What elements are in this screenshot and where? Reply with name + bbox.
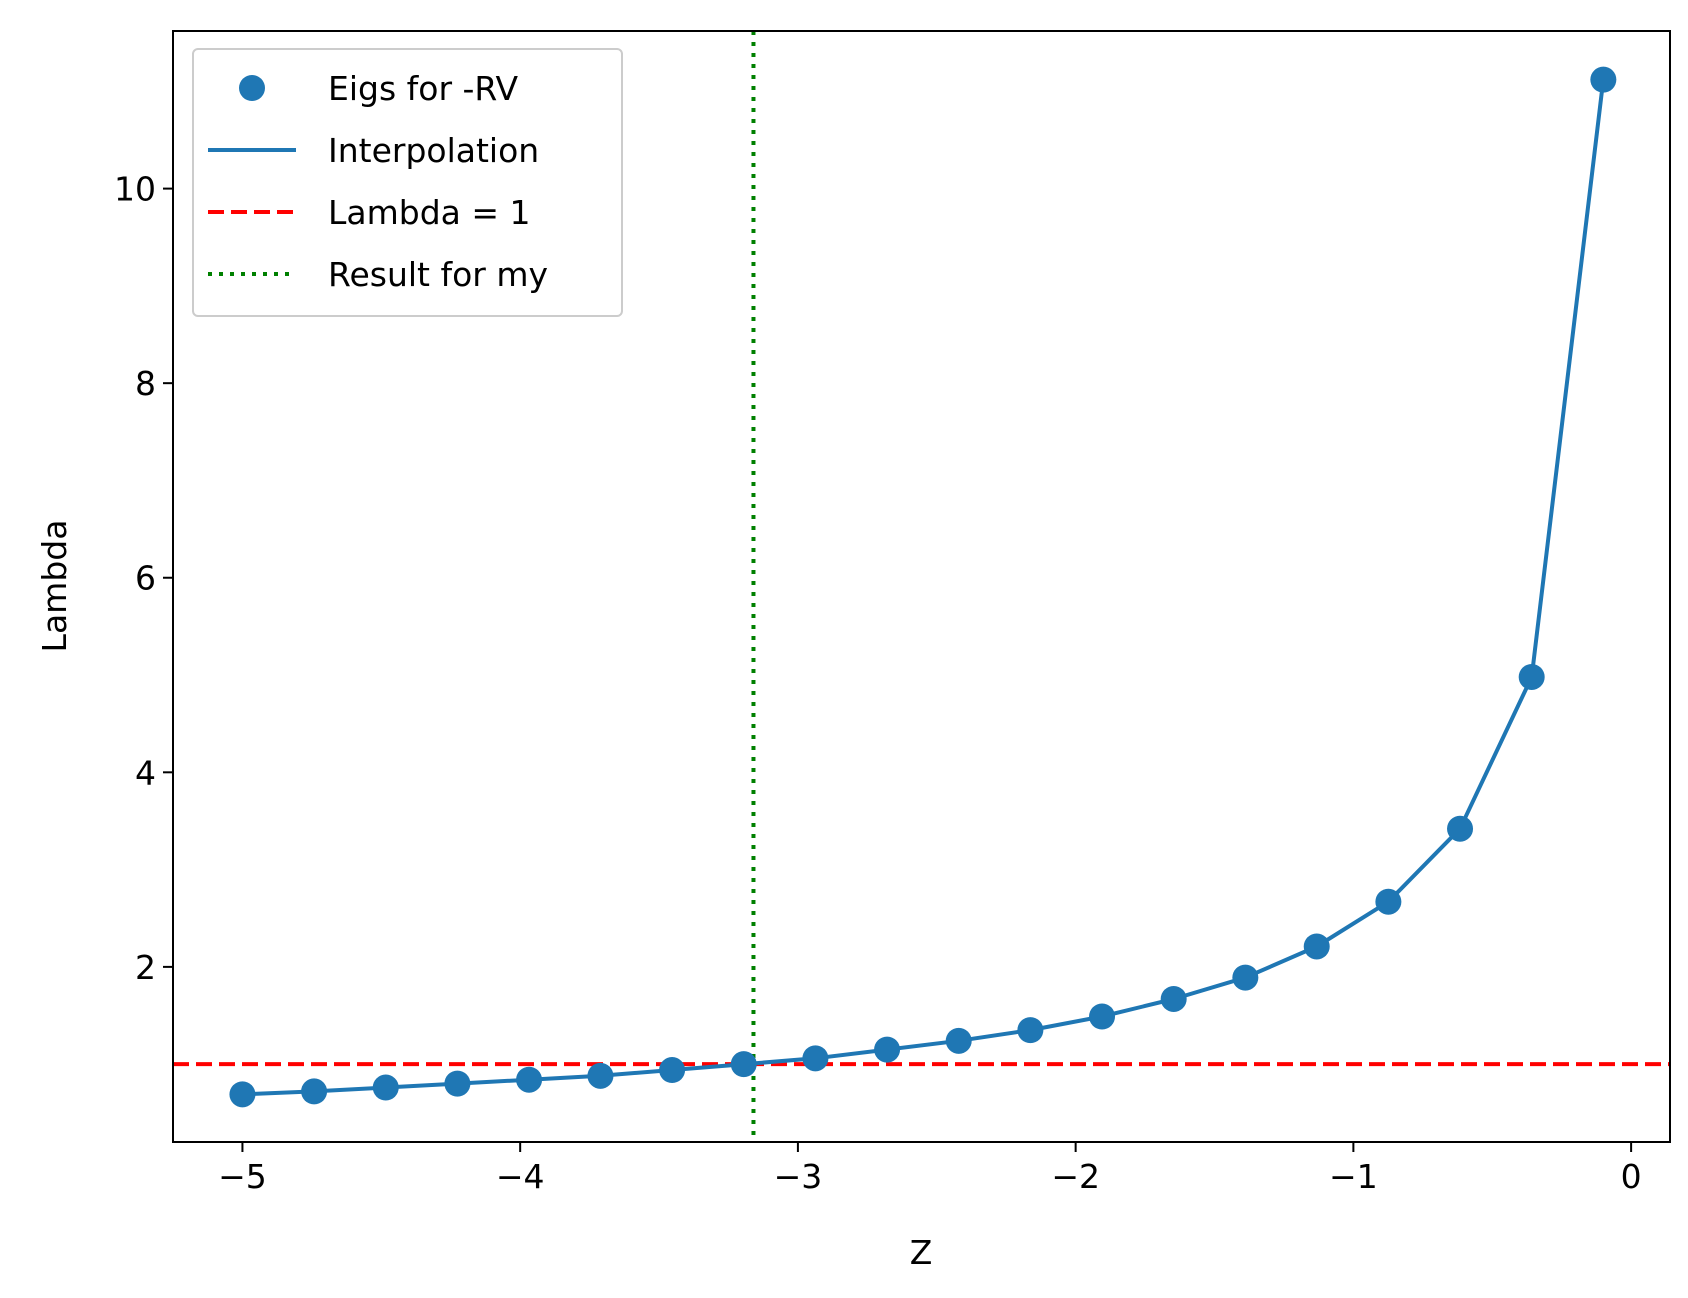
- data-point: [802, 1045, 829, 1072]
- legend-label: Result for my: [328, 255, 548, 294]
- data-point: [587, 1062, 614, 1089]
- data-point: [1447, 815, 1474, 842]
- data-point: [1160, 985, 1187, 1012]
- data-point: [1232, 964, 1259, 991]
- legend-label: Interpolation: [328, 131, 539, 170]
- data-point: [730, 1051, 757, 1078]
- x-tick-label: −4: [496, 1157, 545, 1196]
- x-tick-label: 0: [1621, 1157, 1642, 1196]
- data-point: [1590, 66, 1617, 93]
- y-axis-title: Lambda: [35, 520, 74, 653]
- plot-frame: [172, 30, 1671, 1143]
- y-tick-label: 4: [135, 753, 156, 792]
- y-tick-label: 8: [135, 364, 156, 403]
- legend-label: Eigs for -RV: [328, 69, 519, 108]
- data-point: [372, 1074, 399, 1101]
- x-axis: −5 −4 −3 −2 −1 0: [218, 1142, 1642, 1196]
- legend-marker-scatter: [239, 75, 265, 101]
- data-point: [659, 1057, 686, 1084]
- data-point: [516, 1066, 543, 1093]
- plot-area: [173, 31, 1670, 1142]
- data-point: [945, 1027, 972, 1054]
- legend-box: [192, 48, 623, 317]
- data-point: [1303, 933, 1330, 960]
- data-point: [229, 1081, 256, 1108]
- y-tick-label: 2: [135, 948, 156, 987]
- data-point: [1089, 1003, 1116, 1030]
- y-tick-label: 10: [114, 170, 156, 209]
- x-tick-label: −5: [218, 1157, 267, 1196]
- y-tick-label: 6: [135, 559, 156, 598]
- x-tick-label: −2: [1051, 1157, 1100, 1196]
- data-point: [1518, 663, 1545, 690]
- data-point: [1375, 888, 1402, 915]
- y-axis: 2 4 6 8 10: [114, 170, 173, 987]
- x-tick-label: −3: [774, 1157, 823, 1196]
- legend: Eigs for -RV Interpolation Lambda = 1 Resul…: [192, 48, 623, 317]
- data-point: [444, 1070, 471, 1097]
- x-axis-title: Z: [910, 1233, 933, 1272]
- data-point: [301, 1078, 328, 1105]
- data-point: [874, 1036, 901, 1063]
- legend-label: Lambda = 1: [328, 193, 531, 232]
- x-tick-label: −1: [1329, 1157, 1378, 1196]
- data-point: [1017, 1017, 1044, 1044]
